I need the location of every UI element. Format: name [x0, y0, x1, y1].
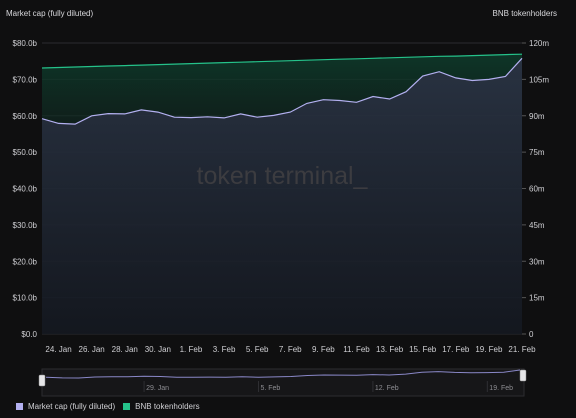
range-navigator[interactable]: 29. Jan 5. Feb 12. Feb 19. Feb [38, 368, 527, 397]
left-axis-ticks: $0.0 $10.0b $20.0b $30.0b $40.0b $50.0b $60.0b… [13, 39, 38, 339]
y-right-tick-label: 45m [529, 221, 545, 230]
legend-swatch-market-cap [16, 403, 23, 410]
x-tick-label: 13. Feb [376, 345, 404, 354]
y-left-tick-label: $50.0b [13, 148, 38, 157]
x-tick-label: 26. Jan [79, 345, 105, 354]
x-tick-label: 24. Jan [45, 345, 71, 354]
y-left-tick-label: $80.0b [13, 39, 38, 48]
navigator-line [45, 369, 521, 379]
y-left-tick-label: $30.0b [13, 221, 38, 230]
legend-label-tokenholders: BNB tokenholders [135, 402, 200, 411]
y-right-tick-label: 120m [529, 39, 549, 48]
x-tick-label: 21. Feb [508, 345, 536, 354]
y-left-tick-label: $20.0b [13, 257, 38, 266]
tokenholders-line [41, 53, 523, 69]
tokenholders-area [42, 54, 522, 125]
legend-item-market-cap[interactable]: Market cap (fully diluted) [16, 402, 115, 411]
left-axis-title: Market cap (fully diluted) [6, 9, 94, 18]
navigator-label: 29. Jan [146, 385, 169, 392]
chart-svg[interactable]: token terminal_ $0.0 $10.0b $20.0b $30.0b $4… [0, 0, 576, 400]
x-tick-label: 3. Feb [213, 345, 236, 354]
y-right-tick-label: 90m [529, 112, 545, 121]
navigator-label: 5. Feb [260, 385, 280, 392]
x-tick-label: 11. Feb [343, 345, 370, 354]
y-left-tick-label: $0.0 [21, 330, 37, 339]
y-left-tick-label: $10.0b [13, 294, 38, 303]
navigator-track [41, 368, 525, 397]
navigator-labels: 29. Jan 5. Feb 12. Feb 19. Feb [143, 381, 513, 392]
navigator-label: 12. Feb [375, 385, 399, 392]
y-right-tick-label: 105m [529, 75, 549, 84]
y-right-tick-label: 75m [529, 148, 545, 157]
x-tick-label: 1. Feb [180, 345, 203, 354]
x-tick-label: 9. Feb [312, 345, 335, 354]
y-right-tick-label: 0 [529, 330, 534, 339]
y-left-tick-label: $60.0b [13, 112, 38, 121]
x-tick-label: 5. Feb [246, 345, 269, 354]
watermark: token terminal_ [197, 162, 369, 190]
x-tick-label: 17. Feb [442, 345, 470, 354]
series-areas [42, 54, 522, 335]
x-tick-label: 19. Feb [475, 345, 503, 354]
x-axis-ticks: 24. Jan 26. Jan 28. Jan 30. Jan 1. Feb 3. Feb… [45, 345, 536, 354]
legend-swatch-tokenholders [123, 403, 131, 410]
x-tick-label: 30. Jan [145, 345, 171, 354]
y-right-tick-label: 30m [529, 257, 545, 266]
x-tick-label: 28. Jan [112, 345, 138, 354]
legend: Market cap (fully diluted) BNB tokenhold… [16, 402, 200, 411]
y-left-tick-label: $70.0b [13, 75, 38, 84]
navigator-label: 19. Feb [489, 385, 513, 392]
market-cap-line [41, 57, 523, 125]
right-axis-title: BNB tokenholders [492, 9, 557, 18]
y-right-tick-label: 60m [529, 185, 545, 194]
market-cap-area [42, 58, 522, 335]
x-tick-label: 15. Feb [409, 345, 437, 354]
navigator-right-handle[interactable] [519, 369, 527, 382]
navigator-left-handle[interactable] [38, 374, 46, 387]
y-left-tick-label: $40.0b [13, 185, 38, 194]
y-right-tick-label: 15m [529, 294, 545, 303]
series-lines [41, 53, 523, 125]
x-tick-label: 7. Feb [279, 345, 302, 354]
legend-label-market-cap: Market cap (fully diluted) [28, 402, 116, 411]
right-axis-ticks: 0 15m 30m 45m 60m 75m 90m 105m 120m [529, 39, 549, 339]
legend-item-tokenholders[interactable]: BNB tokenholders [123, 402, 200, 411]
